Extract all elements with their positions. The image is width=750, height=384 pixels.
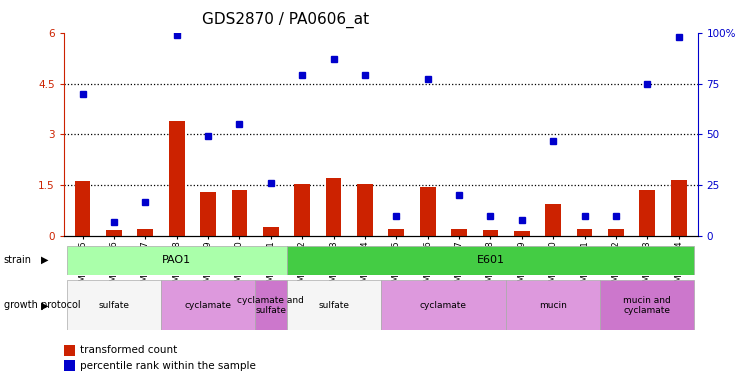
Text: sulfate: sulfate: [98, 301, 130, 310]
Bar: [326, 179, 341, 236]
Bar: [232, 190, 248, 236]
Text: ▶: ▶: [40, 255, 48, 265]
Bar: [482, 230, 498, 236]
Bar: [608, 229, 624, 236]
Text: growth protocol: growth protocol: [4, 300, 80, 310]
Bar: [255, 280, 286, 330]
Text: cyclamate and
sulfate: cyclamate and sulfate: [238, 296, 304, 315]
Bar: [452, 229, 467, 236]
Bar: [67, 246, 286, 275]
Bar: [640, 190, 656, 236]
Bar: [137, 229, 153, 236]
Bar: [294, 184, 310, 236]
Bar: [600, 280, 694, 330]
Text: GDS2870 / PA0606_at: GDS2870 / PA0606_at: [202, 12, 369, 28]
Text: cyclamate: cyclamate: [184, 301, 232, 310]
Bar: [64, 360, 75, 371]
Bar: [67, 280, 161, 330]
Bar: [106, 230, 122, 236]
Bar: [545, 204, 561, 236]
Bar: [388, 229, 404, 236]
Text: cyclamate: cyclamate: [420, 301, 466, 310]
Text: E601: E601: [476, 255, 505, 265]
Bar: [75, 181, 91, 236]
Bar: [420, 187, 436, 236]
Bar: [286, 246, 694, 275]
Text: transformed count: transformed count: [80, 345, 177, 355]
Bar: [506, 280, 600, 330]
Bar: [286, 280, 380, 330]
Bar: [161, 280, 255, 330]
Bar: [200, 192, 216, 236]
Text: strain: strain: [4, 255, 32, 265]
Bar: [169, 121, 184, 236]
Bar: [263, 227, 279, 236]
Bar: [577, 229, 592, 236]
Bar: [514, 231, 529, 236]
Text: mucin and
cyclamate: mucin and cyclamate: [623, 296, 671, 315]
Bar: [380, 280, 506, 330]
Text: sulfate: sulfate: [318, 301, 349, 310]
Bar: [357, 184, 373, 236]
Text: mucin: mucin: [539, 301, 567, 310]
Text: PAO1: PAO1: [162, 255, 191, 265]
Bar: [670, 180, 686, 236]
Text: percentile rank within the sample: percentile rank within the sample: [80, 361, 256, 371]
Bar: [64, 345, 75, 356]
Text: ▶: ▶: [40, 300, 48, 310]
